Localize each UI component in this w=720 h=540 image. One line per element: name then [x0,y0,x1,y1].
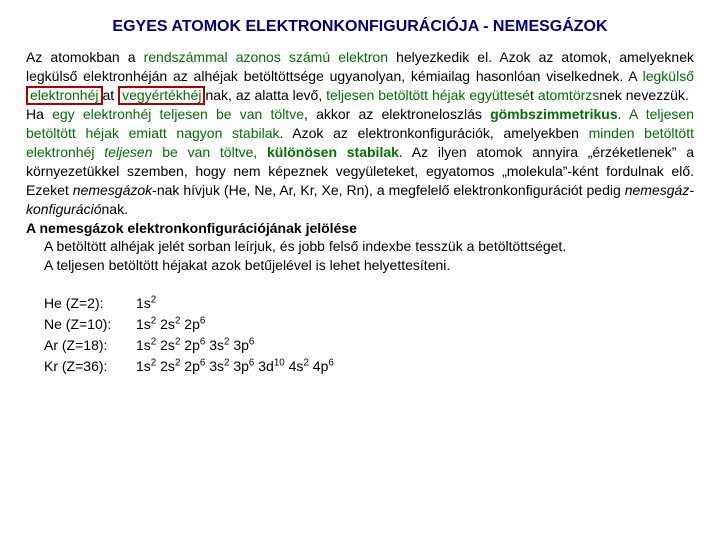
p1-green-atomtorzs: atomtörzs [538,87,599,103]
p1-mid2: t [530,87,538,103]
p1-green-teljesen: teljesen betöltött héjak együttesé [326,87,530,103]
p1-tail2: nak, az alatta levő, [205,87,326,103]
superscript: 2 [151,316,156,327]
p2-green-kulonosen: különösen stabilak [267,144,399,160]
p2-mid2: . [618,106,629,122]
p2-italic-nemesgazok: nemesgázok [73,182,152,198]
config-label: He (Z=2): [44,293,136,314]
highlight-box-elektronhej: elektronhéj [26,86,103,105]
superscript: 6 [249,358,254,369]
p3-line2: A teljesen betöltött héjakat azok betűje… [44,256,694,275]
electron-config-block: He (Z=2):1s2Ne (Z=10):1s2 2s2 2p6Ar (Z=1… [26,293,694,377]
config-value: 1s2 2s2 2p6 3s2 3p6 3d10 4s2 4p6 [136,356,694,377]
superscript: 6 [200,358,205,369]
paragraph-2: Ha egy elektronhéj teljesen be van töltv… [26,105,694,218]
p2-green-gombszimm: gömbszimmetrikus [490,106,618,122]
p1-green-legkulso: legkülső [643,68,694,84]
config-value: 1s2 2s2 2p6 3s2 3p6 [136,335,694,356]
superscript: 6 [249,337,254,348]
p2-lead: Ha [26,106,52,122]
p1-box2-text: vegyértékhéj [122,87,201,103]
superscript: 2 [151,337,156,348]
config-label: Ar (Z=18): [44,335,136,356]
superscript: 2 [224,358,229,369]
p1-tail3: nek nevezzük. [599,87,689,103]
p2-green1: egy elektronhéj teljesen be van töltve [52,106,304,122]
superscript: 2 [175,316,180,327]
paragraph-1: Az atomokban a rendszámmal azonos számú … [26,48,694,105]
paragraph-3: A nemesgázok elektronkonfigurációjának j… [26,219,694,276]
p2-green-teljesen-italic: teljesen [104,144,152,160]
p2-tail: nak. [102,201,128,217]
config-row: Kr (Z=36):1s2 2s2 2p6 3s2 3p6 3d10 4s2 4… [44,356,694,377]
config-row: Ne (Z=10):1s2 2s2 2p6 [44,314,694,335]
superscript: 10 [274,358,285,369]
superscript: 2 [175,337,180,348]
superscript: 6 [328,358,333,369]
superscript: 2 [151,295,156,306]
config-label: Kr (Z=36): [44,356,136,377]
superscript: 2 [151,358,156,369]
highlight-box-vegyertekhej: vegyértékhéj [118,86,205,105]
p2-mid1: , akkor az elektroneloszlás [304,106,490,122]
config-label: Ne (Z=10): [44,314,136,335]
config-value: 1s2 [136,293,694,314]
superscript: 2 [224,337,229,348]
p1-lead: Az atomokban a [26,49,144,65]
superscript: 6 [200,337,205,348]
p1-green-rendszam: rendszámmal azonos számú elektron [144,49,388,65]
config-value: 1s2 2s2 2p6 [136,314,694,335]
p3-line1: A betöltött alhéjak jelét sorban leírjuk… [44,237,694,256]
config-row: He (Z=2):1s2 [44,293,694,314]
superscript: 2 [175,358,180,369]
superscript: 6 [200,316,205,327]
p1-mid: at [103,87,119,103]
p3-heading: A nemesgázok elektronkonfigurációjának j… [26,220,357,236]
config-row: Ar (Z=18):1s2 2s2 2p6 3s2 3p6 [44,335,694,356]
p2-green-bevan: be van töltve, [153,144,268,160]
p2-mid3: . Azok az elektronkonfigurációk, amelyek… [280,125,589,141]
superscript: 2 [303,358,308,369]
p2-mid5: -nak hívjuk (He, Ne, Ar, Kr, Xe, Rn), a … [152,182,625,198]
body-text: Az atomokban a rendszámmal azonos számú … [26,48,694,275]
slide-page: EGYES ATOMOK ELEKTRONKONFIGURÁCIÓJA - NE… [0,0,720,540]
page-title: EGYES ATOMOK ELEKTRONKONFIGURÁCIÓJA - NE… [26,18,694,36]
